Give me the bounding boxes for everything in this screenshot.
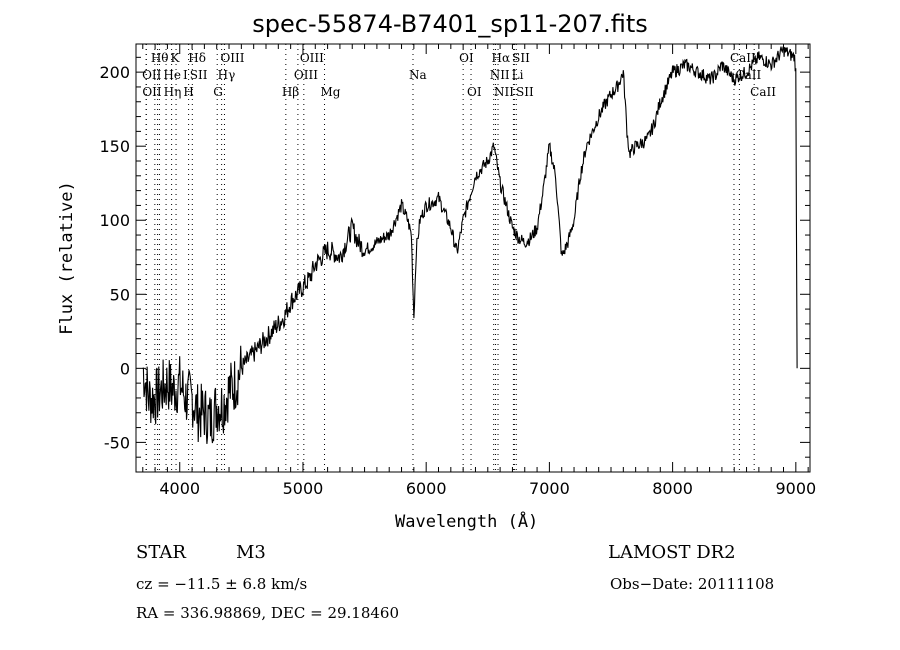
spectral-line-label: SII bbox=[512, 51, 530, 65]
x-tick-label: 4000 bbox=[159, 479, 200, 498]
spectral-line-label: Hα bbox=[492, 51, 511, 65]
spectral-line-label: Hδ bbox=[188, 51, 206, 65]
spectral-line-label: NII bbox=[494, 85, 514, 99]
spectral-line-label: Li bbox=[512, 68, 524, 82]
x-tick-label: 8000 bbox=[652, 479, 693, 498]
x-tick-label: 5000 bbox=[283, 479, 324, 498]
object-subclass: M3 bbox=[236, 542, 266, 563]
spectral-line-label: OI bbox=[467, 85, 482, 99]
y-axis-label: Flux (relative) bbox=[57, 181, 77, 335]
y-tick-label: -50 bbox=[104, 433, 130, 452]
x-axis-label: Wavelength (Å) bbox=[395, 512, 539, 532]
spectral-line-label: OI bbox=[459, 51, 474, 65]
y-tick-label: 50 bbox=[110, 285, 130, 304]
spectral-line-label: SII bbox=[190, 68, 208, 82]
spectral-line-label: Hβ bbox=[282, 85, 299, 99]
plot-frame bbox=[135, 43, 811, 473]
spectral-line-label: K bbox=[171, 51, 181, 65]
x-tick-label: 9000 bbox=[775, 479, 816, 498]
spectral-line-label: OIII bbox=[220, 51, 244, 65]
chart-title: spec-55874-B7401_sp11-207.fits bbox=[252, 10, 648, 38]
survey-label: LAMOST DR2 bbox=[608, 542, 736, 563]
spectral-line-label: Hη bbox=[164, 85, 182, 99]
spectral-line-label: I bbox=[183, 68, 188, 82]
coordinates-text: RA = 336.98869, DEC = 29.18460 bbox=[136, 604, 400, 622]
spectral-line-label: Na bbox=[409, 68, 427, 82]
spectral-line-label: Hθ bbox=[151, 51, 169, 65]
spectral-line-label: OIII bbox=[300, 51, 324, 65]
object-class: STAR bbox=[136, 542, 186, 563]
x-tick-label: 6000 bbox=[406, 479, 447, 498]
redshift-text: cz = −11.5 ± 6.8 km/s bbox=[136, 575, 308, 593]
spectral-line-label: SII bbox=[516, 85, 534, 99]
spectral-line-label: OII bbox=[142, 68, 162, 82]
spectral-line-label: OIII bbox=[294, 68, 318, 82]
y-tick-label: 0 bbox=[120, 359, 130, 378]
obs-date-text: Obs−Date: 20111108 bbox=[610, 575, 775, 593]
spectrum-line bbox=[142, 45, 798, 444]
spectral-line-label: CaII bbox=[750, 85, 776, 99]
spectral-line-label: He bbox=[163, 68, 181, 82]
spectral-line-label: H bbox=[183, 85, 193, 99]
spectral-line-label: OII bbox=[142, 85, 162, 99]
spectral-line-label: NII bbox=[490, 68, 510, 82]
x-tick-label: 7000 bbox=[529, 479, 570, 498]
spectral-line-label: Mg bbox=[321, 85, 341, 99]
y-tick-label: 200 bbox=[99, 63, 130, 82]
spectral-line-label: Hγ bbox=[218, 68, 236, 82]
y-tick-label: 150 bbox=[99, 137, 130, 156]
spectral-line-label: CaII bbox=[730, 51, 756, 65]
spectral-line-label: G bbox=[213, 85, 223, 99]
y-tick-label: 100 bbox=[99, 211, 130, 230]
